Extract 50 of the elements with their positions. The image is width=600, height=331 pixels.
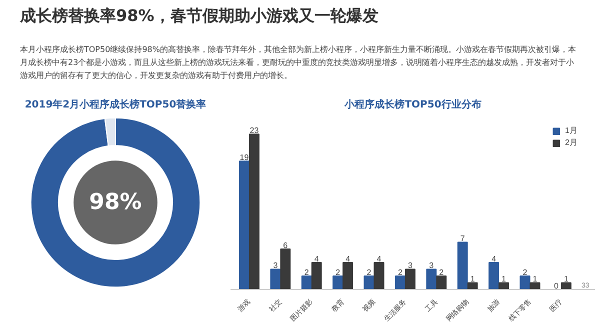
bar (342, 262, 354, 290)
bar (520, 275, 530, 290)
bar (301, 275, 312, 290)
bar (364, 275, 374, 290)
data-label: 2 (304, 268, 310, 277)
bar (467, 282, 478, 290)
text: 98% (89, 190, 142, 215)
data-label: 3 (429, 261, 434, 270)
chart-title: 小程序成长榜TOP50行业分布 (344, 98, 482, 110)
data-label: 2 (336, 268, 341, 277)
bar (488, 262, 500, 290)
bar (394, 275, 406, 290)
data-label: 19 (240, 153, 250, 162)
bar (270, 268, 281, 290)
data-label: 4 (314, 254, 320, 264)
data-label: 1 (470, 274, 476, 284)
bar (530, 282, 540, 290)
data-label: 1 (502, 274, 507, 284)
legend-label: 1月 (565, 125, 578, 136)
data-label: 4 (346, 254, 351, 264)
data-label: 2 (398, 268, 403, 277)
data-label: 4 (376, 254, 382, 264)
bar (332, 275, 344, 290)
data-label: 3 (273, 261, 278, 270)
data-label: 23 (250, 126, 260, 136)
data-label: 0 (554, 282, 559, 290)
bar (248, 134, 260, 290)
chart-title: 成长榜替换率98%，春节假期助小游戏又一轮爆发 (20, 5, 378, 27)
text: 本月小程序成长榜TOP50继续保持98%的高替换率，除春节拜年外，其他全部为新上榜小程序，小程序新生力量不断涌现。小游戏在春节假期再次被引爆，本月成长榜中有23个都是小游戏，而且从这些新上榜的游戏玩法来看，更耐玩的中重度的竞技类游戏明显增多，说明随着小程序生态的越发成熟，开发者对于小游戏用户的留存有了更大的信心，开发更复杂的游戏有助于付费用户的增长。 (20, 44, 577, 82)
data-label: 2 (439, 268, 444, 277)
bar (374, 262, 384, 290)
bar (436, 275, 447, 290)
data-label: 2 (522, 268, 528, 277)
bar (404, 268, 416, 290)
data-label: 3 (408, 261, 413, 270)
bar (238, 160, 250, 290)
bar (280, 248, 291, 290)
bar (311, 262, 322, 290)
chart-subtitle: 2019年2月小程序成长榜TOP50替换率 (24, 98, 206, 110)
bar (426, 268, 437, 290)
data-label: 1 (532, 274, 538, 284)
data-label: 6 (283, 240, 288, 250)
bar (457, 242, 468, 290)
data-label: 4 (492, 254, 497, 264)
data-label: 1 (564, 274, 569, 284)
legend-label: 2月 (565, 137, 578, 148)
bar (498, 282, 510, 290)
bar (560, 282, 572, 290)
data-label: 2 (366, 268, 372, 277)
data-label: 7 (460, 234, 466, 244)
